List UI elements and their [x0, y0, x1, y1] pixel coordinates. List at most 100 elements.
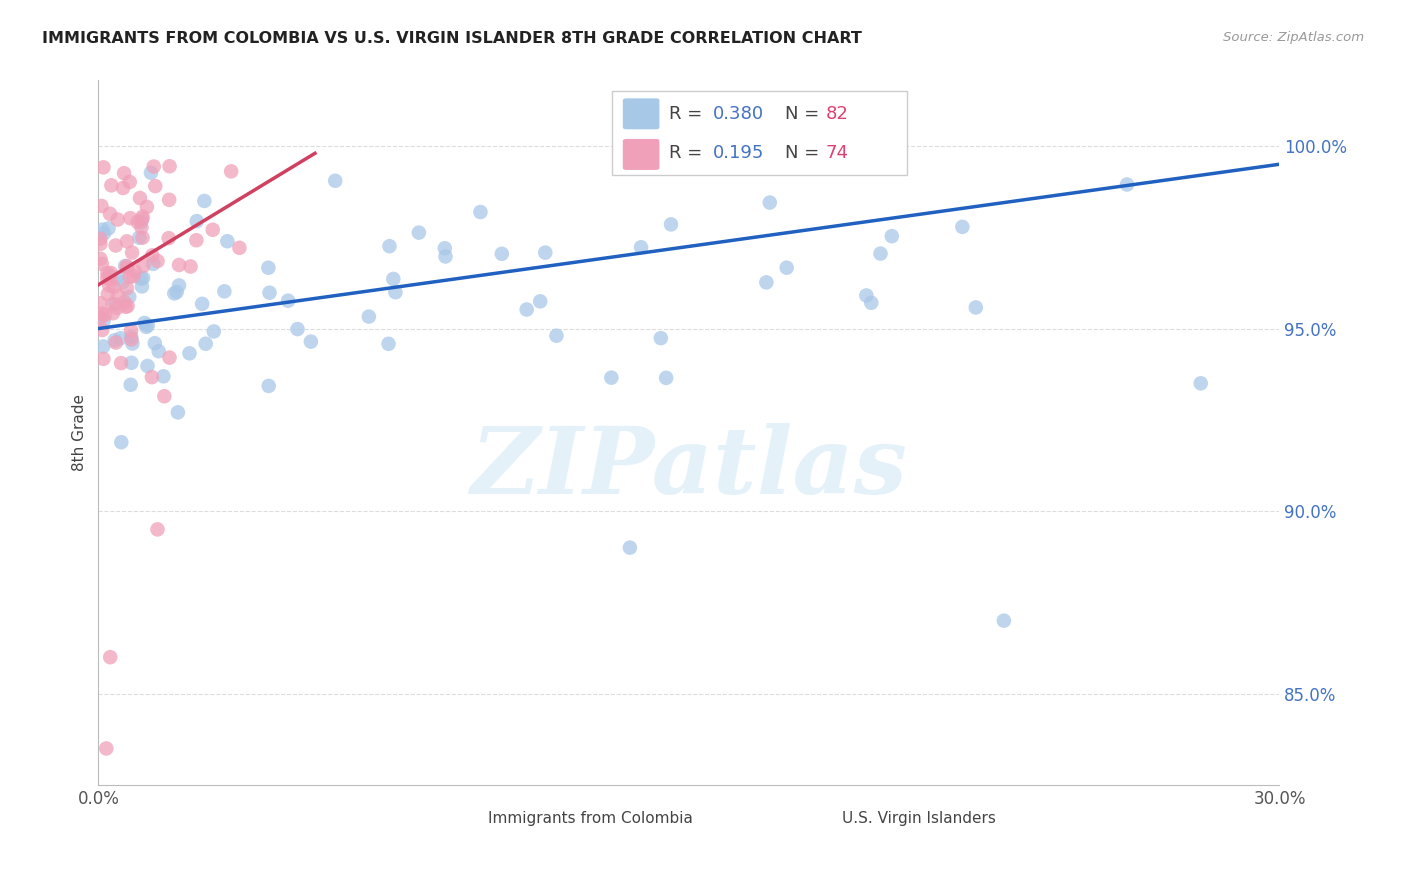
Point [993, 614, 1015, 628]
Point [179, 346, 201, 360]
Point [287, 322, 309, 336]
Point [136, 318, 159, 333]
Point [91, 222, 114, 236]
Text: 0.195: 0.195 [713, 145, 763, 162]
Point [214, 285, 236, 299]
Point [115, 281, 138, 295]
Point [115, 261, 138, 276]
Y-axis label: 8th Grade: 8th Grade [72, 394, 87, 471]
Point [135, 200, 157, 214]
Point [167, 405, 190, 419]
Point [219, 164, 242, 178]
FancyBboxPatch shape [612, 91, 907, 176]
Point [217, 234, 239, 248]
Point [159, 159, 181, 173]
Point [131, 220, 153, 235]
Point [179, 260, 201, 274]
Point [148, 344, 170, 359]
Point [98, 272, 121, 286]
Point [384, 285, 406, 300]
Point [131, 210, 153, 224]
Point [121, 245, 143, 260]
Point [120, 356, 142, 370]
Point [159, 351, 181, 365]
Point [758, 195, 780, 210]
Point [869, 246, 891, 260]
Point [143, 179, 166, 194]
Point [114, 259, 136, 273]
Point [529, 294, 551, 309]
Point [135, 319, 157, 334]
Point [131, 279, 153, 293]
Point [434, 250, 457, 264]
Point [755, 276, 778, 290]
Point [201, 223, 224, 237]
Point [89, 232, 111, 246]
Point [378, 239, 401, 253]
Point [118, 290, 141, 304]
Point [257, 379, 280, 393]
Point [157, 193, 180, 207]
Point [163, 286, 186, 301]
Point [101, 306, 124, 320]
Point [153, 389, 176, 403]
Point [186, 233, 208, 247]
Point [97, 287, 120, 301]
Point [131, 230, 153, 244]
Point [121, 332, 143, 346]
Point [299, 334, 322, 349]
Point [139, 166, 162, 180]
Point [129, 271, 152, 285]
Point [96, 741, 118, 756]
Point [121, 336, 143, 351]
Point [94, 308, 117, 322]
Point [257, 260, 280, 275]
Point [107, 212, 129, 227]
Point [157, 231, 180, 245]
Point [860, 295, 883, 310]
Point [146, 254, 169, 268]
Point [90, 257, 112, 271]
Text: R =: R = [669, 145, 707, 162]
Text: N =: N = [785, 145, 824, 162]
Point [105, 301, 128, 315]
Point [96, 271, 118, 285]
Point [96, 266, 118, 280]
Text: U.S. Virgin Islanders: U.S. Virgin Islanders [842, 811, 997, 826]
Point [167, 278, 190, 293]
Point [277, 293, 299, 308]
Point [112, 295, 135, 310]
Text: 0.380: 0.380 [713, 104, 763, 123]
Point [142, 160, 165, 174]
Point [100, 178, 122, 193]
Point [146, 522, 169, 536]
Point [377, 336, 399, 351]
Point [110, 356, 132, 370]
Point [90, 306, 112, 320]
Point [194, 336, 217, 351]
Point [1116, 178, 1139, 192]
FancyBboxPatch shape [803, 805, 837, 830]
Point [129, 215, 152, 229]
Point [408, 226, 430, 240]
Point [202, 325, 225, 339]
Point [89, 236, 111, 251]
Point [357, 310, 380, 324]
Point [880, 229, 903, 244]
Text: Immigrants from Colombia: Immigrants from Colombia [488, 811, 693, 826]
Point [776, 260, 799, 275]
Point [110, 435, 132, 450]
Point [152, 369, 174, 384]
Point [89, 310, 111, 325]
Point [186, 214, 208, 228]
Point [546, 328, 568, 343]
Point [382, 272, 405, 286]
Point [127, 215, 149, 229]
Point [141, 248, 163, 262]
Point [167, 258, 190, 272]
Point [516, 302, 538, 317]
Point [1189, 376, 1212, 391]
Point [855, 288, 877, 302]
Point [115, 235, 138, 249]
Point [91, 339, 114, 353]
